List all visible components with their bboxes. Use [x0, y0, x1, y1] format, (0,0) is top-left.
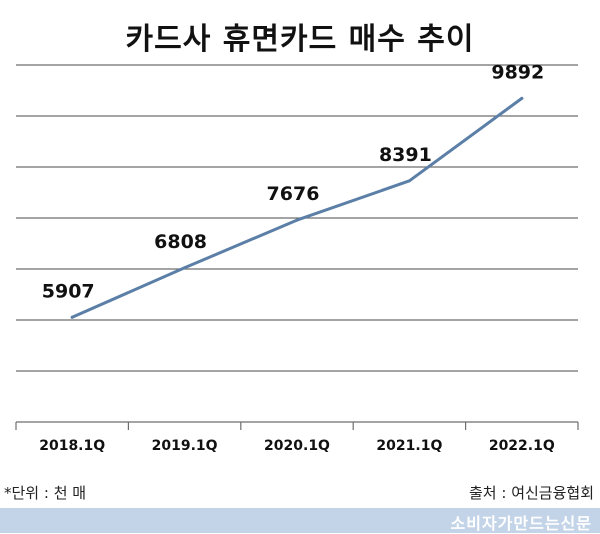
series-line-group	[70, 96, 524, 319]
line-chart: 2018.1Q 2019.1Q 2020.1Q 2021.1Q 2022.1Q 5907…	[15, 61, 579, 454]
unit-note: *단위 : 천 매	[4, 484, 87, 502]
data-point	[295, 218, 299, 222]
x-tick-label: 2022.1Q	[489, 438, 555, 454]
chart-title: 카드사 휴면카드 매수 추이	[125, 22, 475, 57]
x-tick-label: 2020.1Q	[264, 438, 330, 454]
data-point	[407, 179, 411, 183]
x-tick-label: 2021.1Q	[376, 438, 442, 454]
data-point	[183, 266, 187, 270]
data-labels: 5907 6808 7676 8391 9892	[42, 61, 544, 302]
data-label: 7676	[267, 183, 320, 205]
footer-bar: 소비자가만드는신문	[0, 508, 600, 533]
data-point	[520, 96, 524, 100]
source-note: 출처 : 여신금융협회	[469, 484, 594, 502]
data-point	[70, 315, 74, 319]
data-label: 6808	[154, 231, 207, 253]
series-line	[70, 96, 524, 319]
grid-lines	[16, 64, 578, 372]
data-label: 8391	[379, 144, 432, 166]
data-label: 9892	[491, 61, 544, 83]
x-axis	[15, 421, 579, 430]
footer-brand: 소비자가만드는신문	[450, 514, 592, 533]
x-tick-label: 2018.1Q	[39, 438, 105, 454]
x-tick-labels: 2018.1Q 2019.1Q 2020.1Q 2021.1Q 2022.1Q	[39, 438, 555, 454]
data-label: 5907	[42, 280, 95, 302]
x-tick-label: 2019.1Q	[152, 438, 218, 454]
